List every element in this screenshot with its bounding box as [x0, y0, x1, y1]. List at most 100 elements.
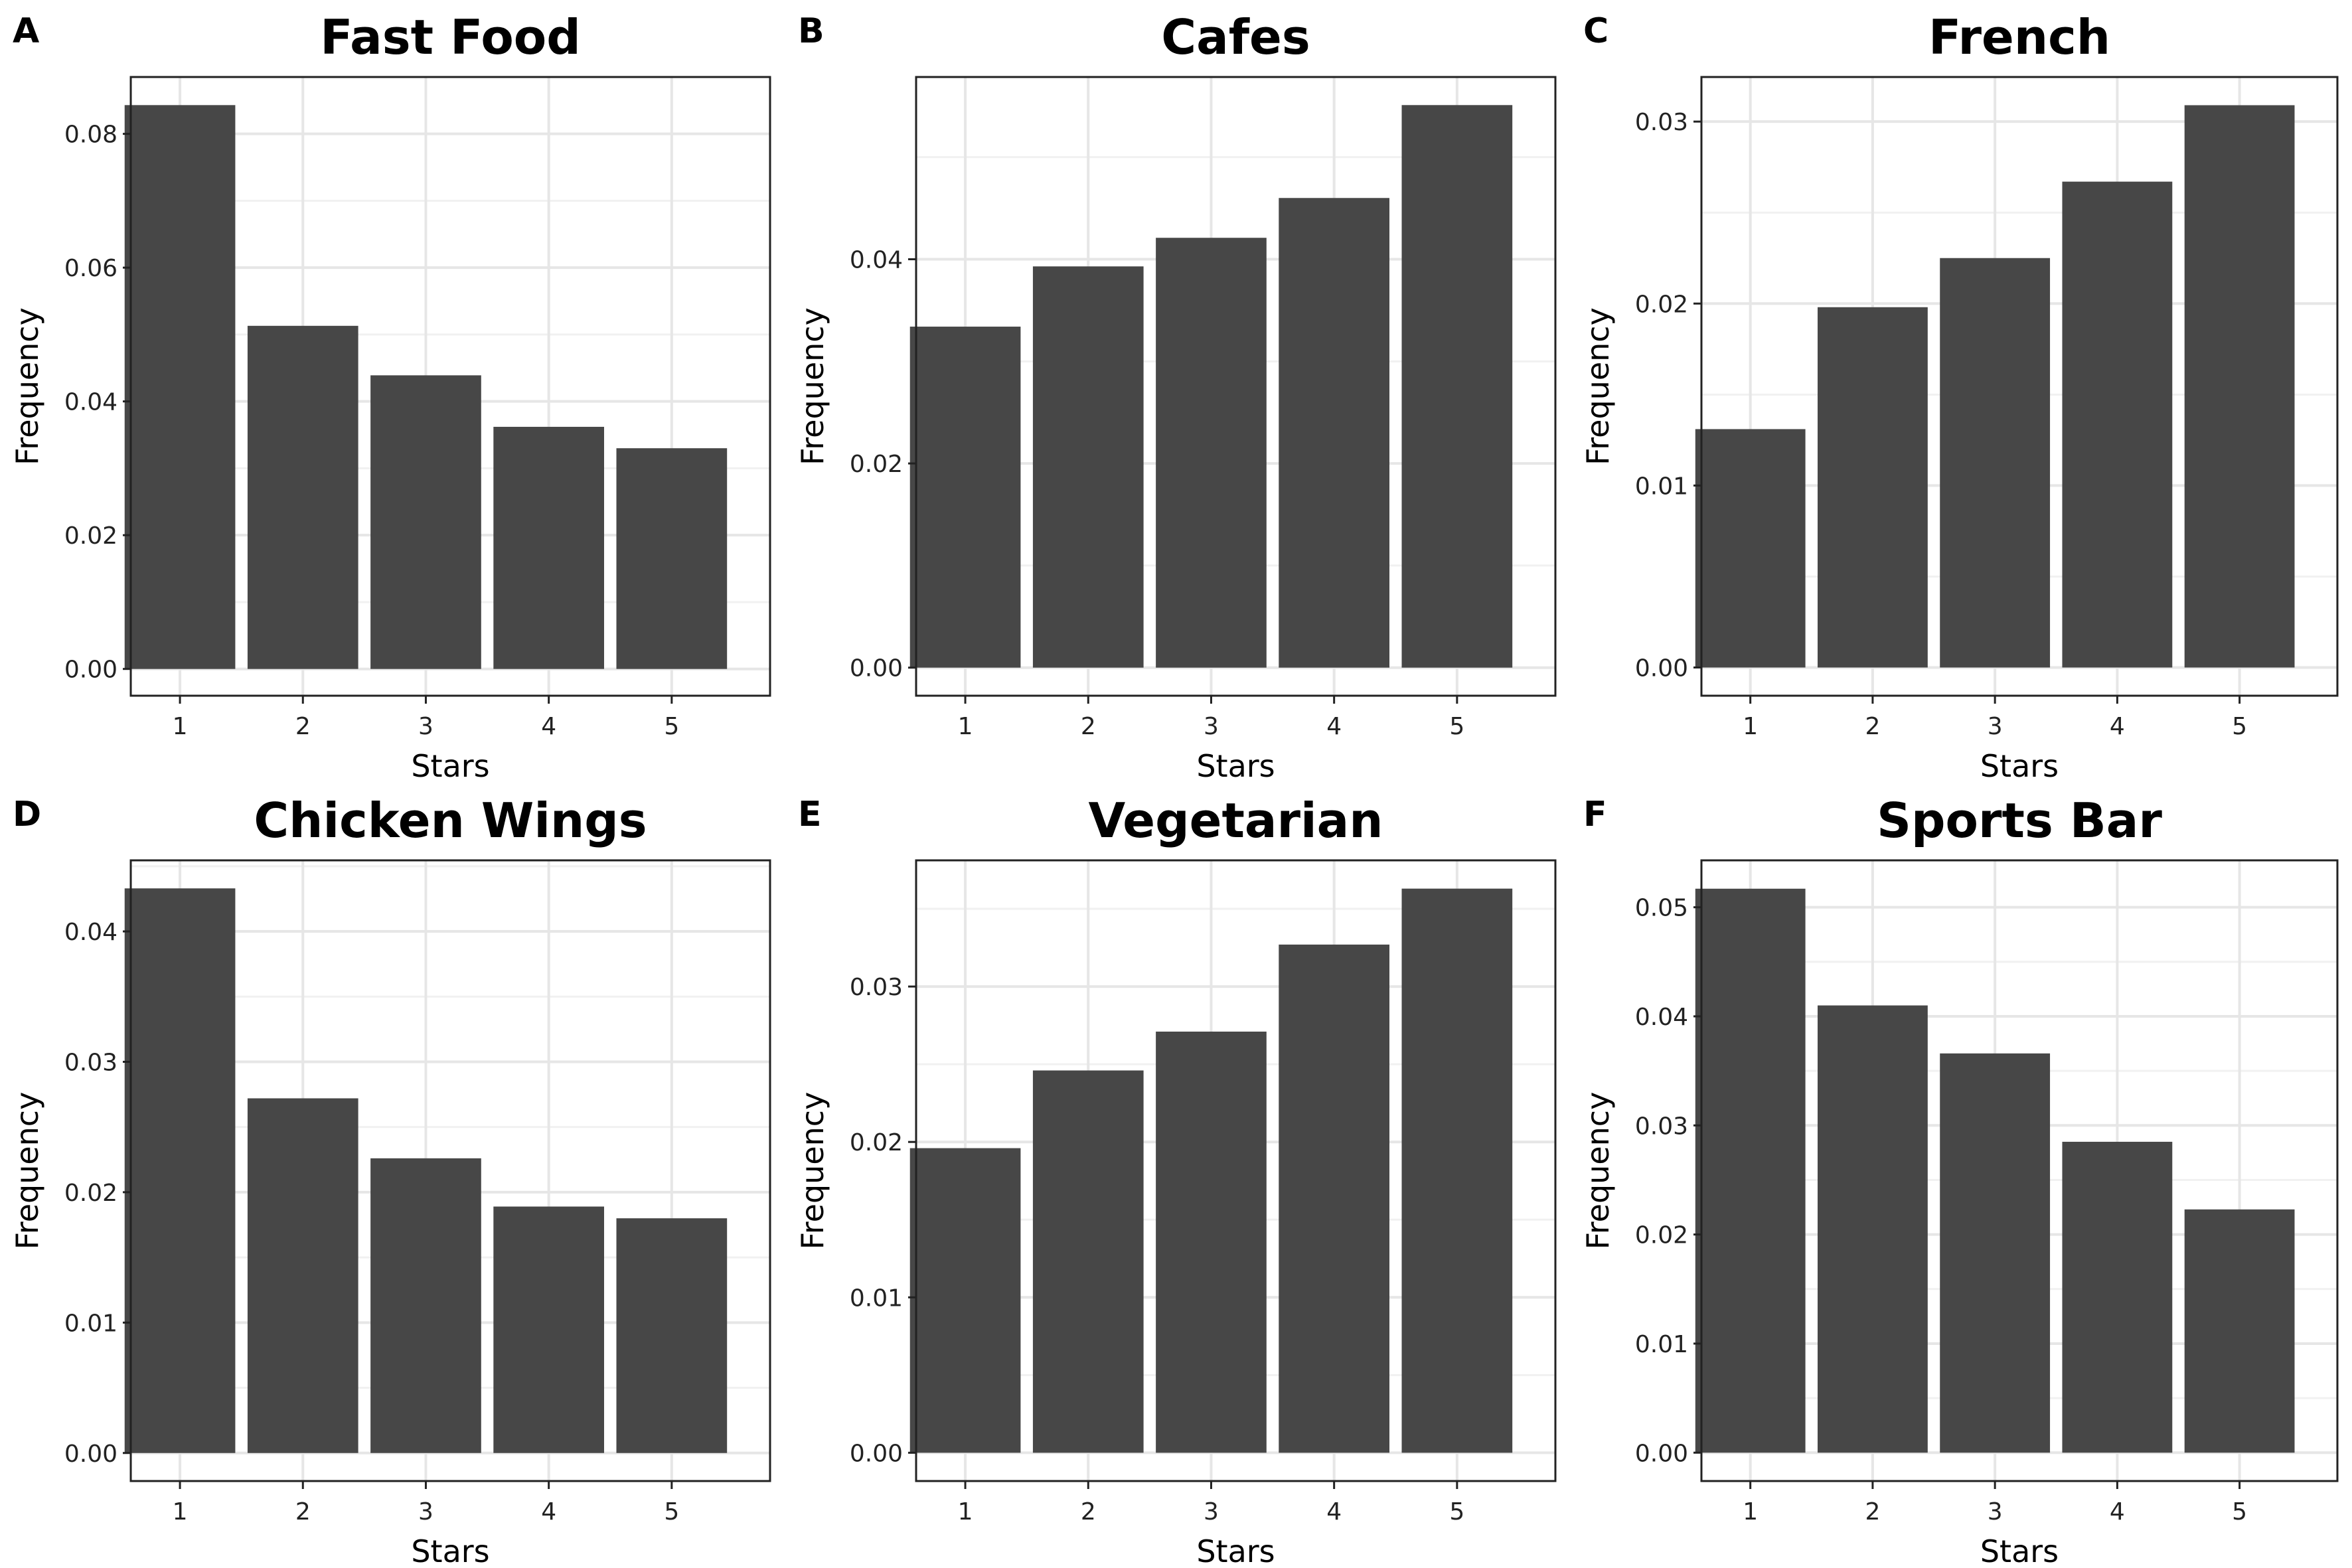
panel-vegetarian-bar-2 — [1032, 1070, 1144, 1453]
panel-vegetarian-y-tick-label: 0.02 — [850, 1129, 903, 1156]
panel-chicken-wings-y-tick-label: 0.00 — [64, 1441, 118, 1468]
panel-sports-bar-y-tick-label: 0.01 — [1635, 1331, 1688, 1358]
panel-chicken-wings-y-axis-title: Frequency — [9, 1092, 45, 1250]
panel-sports-bar-bar-5 — [2184, 1209, 2295, 1453]
panel-sports-bar-y-axis-title: Frequency — [1580, 1092, 1616, 1250]
panel-cafes-x-tick-label: 5 — [1449, 713, 1464, 740]
panel-chicken-wings-x-tick-label: 1 — [173, 1498, 188, 1526]
panel-chicken-wings-border — [129, 859, 771, 1482]
panel-sports-bar-border — [1700, 859, 2339, 1482]
panel-french-bar-5 — [2184, 105, 2295, 668]
panel-sports-bar-bar-3 — [1940, 1053, 2051, 1453]
panel-vegetarian-bar-3 — [1156, 1031, 1267, 1453]
panel-vegetarian-bar-4 — [1279, 944, 1389, 1453]
panel-cafes-title: Cafes — [1161, 9, 1310, 65]
panel-sports-bar-tag: F — [1583, 795, 1607, 834]
panel-fast-food-bar-4 — [493, 426, 604, 669]
panel-chicken-wings-bar-5 — [616, 1218, 728, 1453]
panel-french-title: French — [1928, 9, 2110, 65]
panel-sports-bar-x-tick-label: 5 — [2232, 1498, 2247, 1526]
panel-chicken-wings-y-tick-label: 0.04 — [64, 919, 118, 946]
panel-fast-food-y-tick-label: 0.00 — [64, 657, 118, 684]
panel-chicken-wings-bar-2 — [247, 1098, 358, 1453]
panel-vegetarian-y-tick-label: 0.03 — [850, 974, 903, 1001]
panel-chicken-wings-bar-3 — [370, 1158, 481, 1453]
panels-container: 0.00 0.02 0.04 0.06 0.08 1 2 3 4 5 Stars Frequency F… — [9, 9, 2339, 1568]
panel-cafes-y-tick-label: 0.04 — [850, 247, 903, 274]
panel-fast-food-bar-3 — [370, 375, 481, 669]
panel-vegetarian-y-tick-label: 0.01 — [850, 1285, 903, 1312]
panel-fast-food-border — [129, 76, 771, 697]
panel-fast-food-x-tick-label: 4 — [541, 713, 556, 740]
panel-chicken-wings-bar-4 — [493, 1206, 604, 1453]
panel-chicken-wings-x-axis-title: Stars — [411, 1533, 489, 1568]
panel-chicken-wings-x-tick-label: 3 — [418, 1498, 433, 1526]
panel-vegetarian-tag: E — [798, 795, 822, 834]
panel-fast-food-y-tick-label: 0.08 — [64, 121, 118, 149]
panel-vegetarian: 0.00 0.01 0.02 0.03 1 2 3 4 5 Stars Frequency Veget… — [795, 793, 1557, 1568]
panel-sports-bar-title: Sports Bar — [1877, 793, 2162, 848]
panel-sports-bar-bar-2 — [1818, 1005, 1928, 1453]
panel-fast-food-x-axis-title: Stars — [411, 748, 489, 784]
panel-fast-food-x-tick-label: 2 — [295, 713, 311, 740]
panel-vegetarian-bar-5 — [1401, 888, 1513, 1453]
panel-vegetarian-x-tick-label: 4 — [1326, 1498, 1342, 1526]
panel-sports-bar-x-tick-label: 3 — [1988, 1498, 2003, 1526]
panel-cafes-bar-1 — [909, 327, 1021, 668]
panel-vegetarian-x-tick-label: 2 — [1081, 1498, 1096, 1526]
panel-vegetarian-bar-1 — [909, 1148, 1021, 1453]
panel-chicken-wings-y-tick-label: 0.03 — [64, 1049, 118, 1076]
panel-sports-bar-x-tick-label: 1 — [1743, 1498, 1758, 1526]
panel-fast-food-title: Fast Food — [320, 9, 581, 65]
panel-chicken-wings-tag: D — [13, 795, 41, 834]
panel-french-y-tick-label: 0.02 — [1635, 291, 1688, 318]
panel-french: 0.00 0.01 0.02 0.03 1 2 3 4 5 Stars Frequency Frenc… — [1580, 9, 2339, 784]
panel-fast-food-bar-1 — [124, 105, 236, 669]
panel-fast-food: 0.00 0.02 0.04 0.06 0.08 1 2 3 4 5 Stars Frequency F… — [9, 9, 771, 784]
panel-vegetarian-x-axis-title: Stars — [1196, 1533, 1275, 1568]
panel-sports-bar-y-tick-label: 0.02 — [1635, 1222, 1688, 1249]
panel-cafes-y-tick-label: 0.00 — [850, 655, 903, 682]
panel-chicken-wings-y-tick-label: 0.01 — [64, 1310, 118, 1337]
panel-french-bar-1 — [1695, 429, 1806, 668]
panel-fast-food-bar-5 — [616, 448, 728, 669]
panel-chicken-wings-bar-1 — [124, 888, 236, 1453]
panel-cafes-x-axis-title: Stars — [1196, 748, 1275, 784]
panel-vegetarian-border — [915, 859, 1557, 1482]
panel-cafes-y-axis-title: Frequency — [795, 307, 830, 465]
panel-sports-bar-bar-1 — [1695, 888, 1806, 1453]
panel-french-y-tick-label: 0.03 — [1635, 109, 1688, 136]
panel-cafes-x-tick-label: 3 — [1204, 713, 1219, 740]
panel-cafes-tag: B — [798, 11, 824, 51]
panel-cafes-y-tick-label: 0.02 — [850, 451, 903, 478]
panel-fast-food-x-tick-label: 1 — [173, 713, 188, 740]
panel-chicken-wings-title: Chicken Wings — [254, 793, 647, 848]
panel-vegetarian-x-tick-label: 1 — [958, 1498, 973, 1526]
panel-chicken-wings-x-tick-label: 2 — [295, 1498, 311, 1526]
panel-fast-food-tag: A — [13, 11, 39, 51]
panel-fast-food-y-axis-title: Frequency — [9, 307, 45, 465]
panel-french-bar-2 — [1818, 307, 1928, 668]
panel-chicken-wings-y-tick-label: 0.02 — [64, 1180, 118, 1207]
panel-french-x-tick-label: 3 — [1988, 713, 2003, 740]
panel-french-x-tick-label: 2 — [1865, 713, 1880, 740]
panel-cafes-bar-3 — [1156, 238, 1267, 668]
panel-fast-food-y-tick-label: 0.06 — [64, 255, 118, 282]
panel-cafes-bar-5 — [1401, 105, 1513, 668]
panel-vegetarian-x-tick-label: 3 — [1204, 1498, 1219, 1526]
panel-fast-food-y-tick-label: 0.04 — [64, 389, 118, 416]
panel-cafes-x-tick-label: 1 — [958, 713, 973, 740]
panel-chicken-wings-x-tick-label: 4 — [541, 1498, 556, 1526]
panel-cafes-border — [915, 76, 1557, 697]
panel-french-y-tick-label: 0.00 — [1635, 655, 1688, 682]
panel-french-x-tick-label: 1 — [1743, 713, 1758, 740]
panel-sports-bar-x-tick-label: 2 — [1865, 1498, 1880, 1526]
panel-fast-food-y-tick-label: 0.02 — [64, 522, 118, 550]
panel-sports-bar-x-tick-label: 4 — [2110, 1498, 2125, 1526]
panel-sports-bar-y-tick-label: 0.00 — [1635, 1440, 1688, 1467]
panel-fast-food-x-tick-label: 3 — [418, 713, 433, 740]
panel-french-x-tick-label: 4 — [2110, 713, 2125, 740]
panel-french-bar-3 — [1940, 258, 2051, 668]
panel-french-y-tick-label: 0.01 — [1635, 473, 1688, 500]
